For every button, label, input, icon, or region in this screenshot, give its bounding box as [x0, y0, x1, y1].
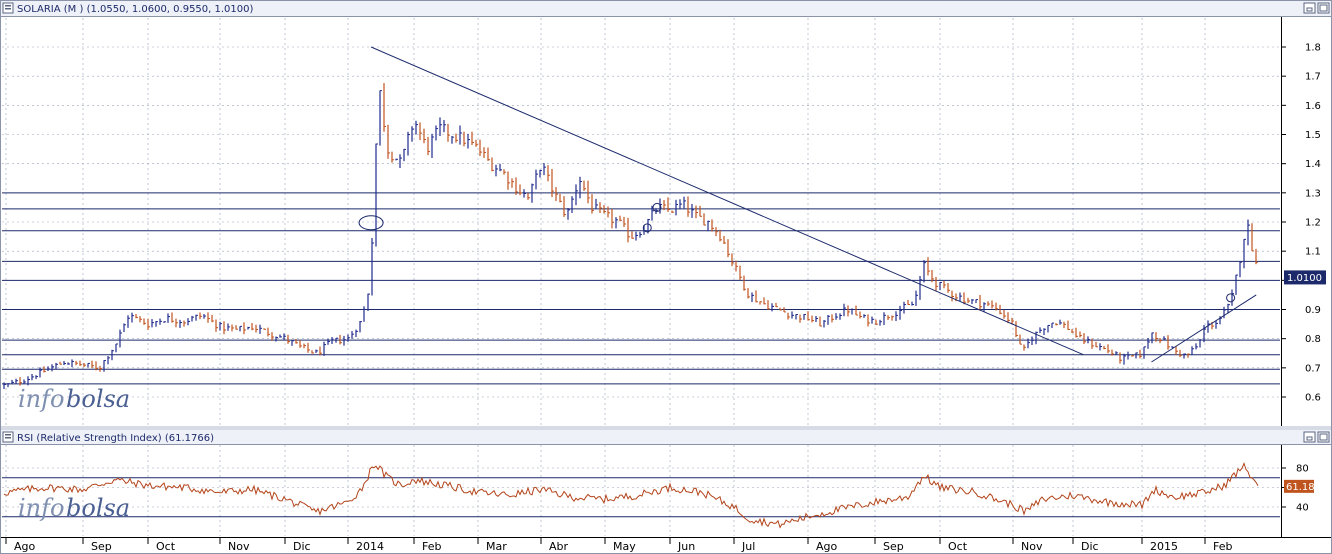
price-y-tick-label: 0.9: [1305, 305, 1321, 316]
last-price-badge: 1.0100: [1284, 270, 1326, 285]
price-y-tick-label: 1.4: [1305, 159, 1321, 170]
rsi-pane-title: RSI (Relative Strength Index) (61.1766): [17, 433, 214, 444]
horizontal-levels: [2, 192, 1280, 385]
x-axis-tick-label: Nov: [1021, 540, 1043, 553]
x-axis-tick-label: Mar: [486, 540, 507, 553]
rsi-menu-icon[interactable]: [2, 431, 14, 443]
x-axis-tick-label: Nov: [228, 540, 250, 553]
watermark-rsi: info bolsa: [18, 494, 130, 522]
rsi-last-badge: 61.18: [1284, 479, 1315, 493]
x-axis-ticks: Ago Sep Oct Nov Dic 2014 Feb Mar Abr May Jun Jul Ago…: [5, 537, 1232, 553]
marked-points: [358, 202, 1236, 303]
x-axis-tick-label: 2015: [1150, 540, 1178, 553]
x-axis-tick-label: Dic: [1081, 540, 1099, 553]
x-axis-tick-label: Feb: [1213, 540, 1232, 553]
price-y-tick-label: 1.2: [1305, 218, 1321, 229]
rsi-line: [3, 461, 1259, 529]
watermark-price: info bolsa: [18, 385, 130, 413]
x-axis-tick-label: Jul: [741, 540, 755, 553]
marked-point: [652, 202, 662, 212]
trendline: [1151, 294, 1257, 363]
price-y-tick-label: 1.7: [1305, 72, 1321, 83]
maximize-icon[interactable]: [1317, 2, 1330, 14]
x-axis: Ago Sep Oct Nov Dic 2014 Feb Mar Abr May Jun Jul Ago…: [1, 537, 1331, 553]
price-y-tick-label: 0.6: [1305, 393, 1321, 404]
price-pane: SOLARIA (M ) (1.0550, 1.0600, 0.9550, 1.…: [1, 1, 1331, 426]
price-y-tick-label: 1.8: [1305, 43, 1321, 54]
x-axis-tick-label: Oct: [156, 540, 176, 553]
rsi-y-tick-label: 80: [1296, 464, 1309, 475]
last-price-box: [1284, 270, 1326, 285]
marked-point: [358, 215, 384, 231]
rsi-last-box: [1284, 479, 1314, 493]
x-axis-tick-label: 2014: [356, 540, 384, 553]
price-y-tick-label: 0.7: [1305, 363, 1321, 374]
x-axis-tick-label: Ago: [816, 540, 838, 553]
watermark-bolsa: bolsa: [66, 385, 130, 413]
marked-point: [1226, 293, 1236, 303]
rsi-reference-levels: [2, 477, 1280, 518]
rsi-pane-titlebar: [1, 430, 1331, 444]
rsi-restore-icon[interactable]: [1303, 431, 1316, 443]
watermark-rsi-bolsa: bolsa: [66, 494, 130, 522]
rsi-maximize-icon[interactable]: [1317, 431, 1330, 443]
price-pane-title: SOLARIA (M ) (1.0550, 1.0600, 0.9550, 1.…: [17, 4, 254, 15]
x-axis-tick-label: Jun: [677, 540, 695, 553]
watermark-info: info: [18, 385, 64, 413]
chart-menu-icon[interactable]: [2, 2, 14, 14]
watermark-rsi-info: info: [18, 494, 64, 522]
x-axis-tick-label: Oct: [948, 540, 968, 553]
x-axis-tick-label: Abr: [549, 540, 569, 553]
x-axis-tick-label: Feb: [422, 540, 441, 553]
price-y-tick-label: 1.5: [1305, 130, 1321, 141]
price-y-tick-label: 1.1: [1305, 247, 1321, 258]
restore-icon[interactable]: [1303, 2, 1316, 14]
price-pane-titlebar: [1, 1, 1331, 16]
rsi-pane: RSI (Relative Strength Index) (61.1766) …: [1, 430, 1331, 537]
price-y-tick-label: 0.8: [1305, 334, 1321, 345]
x-axis-tick-label: Ago: [14, 540, 36, 553]
x-axis-tick-label: Sep: [91, 540, 112, 553]
trendline: [370, 46, 1084, 356]
rsi-gridlines: [2, 445, 1280, 536]
last-price-label: 1.0100: [1287, 273, 1322, 284]
rsi-last-label: 61.18: [1286, 482, 1315, 493]
marked-point: [642, 223, 652, 233]
x-axis-tick-label: Sep: [883, 540, 904, 553]
x-axis-tick-label: May: [613, 540, 636, 553]
price-y-tick-label: 1.3: [1305, 188, 1321, 199]
trendlines: [370, 46, 1257, 363]
price-y-tick-label: 1.6: [1305, 101, 1321, 112]
rsi-y-tick-label: 40: [1296, 503, 1309, 514]
x-axis-tick-label: Dic: [293, 540, 311, 553]
